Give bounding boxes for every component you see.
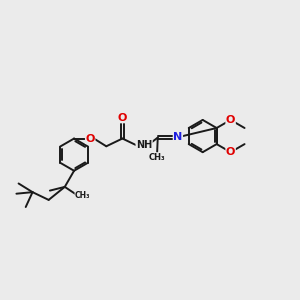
Text: CH₃: CH₃: [75, 191, 91, 200]
Text: CH₃: CH₃: [149, 153, 165, 162]
Text: N: N: [173, 132, 182, 142]
Text: NH: NH: [136, 140, 152, 150]
Text: O: O: [226, 115, 235, 125]
Text: O: O: [118, 113, 127, 123]
Text: O: O: [226, 147, 235, 157]
Text: O: O: [85, 134, 95, 143]
